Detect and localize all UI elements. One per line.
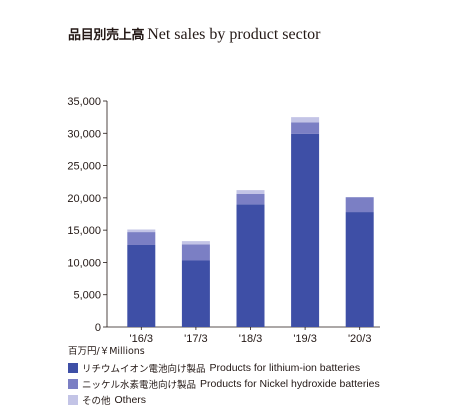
bar-segment-lithium [291, 133, 320, 327]
chart-title: 品目別売上高 Net sales by product sector [68, 24, 320, 44]
legend-item-lithium: リチウムイオン電池向け製品 Products for lithium-ion b… [68, 360, 380, 376]
legend-swatch-nickel [68, 379, 78, 389]
bar-segment-nickel [127, 232, 156, 245]
y-tick-label: 10,000 [67, 257, 101, 269]
bar-segment-lithium [181, 260, 210, 327]
x-tick-label: '18/3 [239, 333, 263, 345]
bar-segment-lithium [127, 244, 156, 327]
bar-segment-nickel [345, 197, 374, 213]
y-tick-label: 15,000 [67, 225, 101, 237]
legend-item-nickel: ニッケル水素電池向け製品 Products for Nickel hydroxi… [68, 376, 380, 392]
chart-title-en: Net sales by product sector [147, 26, 321, 43]
x-tick-label: '17/3 [184, 333, 208, 345]
bar-segment-nickel [236, 193, 265, 205]
bar-segment-nickel [291, 122, 320, 134]
y-tick-label: 0 [95, 322, 101, 334]
legend-label-jp: リチウムイオン電池向け製品 [82, 364, 206, 375]
legend-label-en: Others [114, 394, 147, 406]
legend-swatch-lithium [68, 363, 78, 373]
legend-label-jp: その他 [82, 396, 111, 407]
bar-segment-others [127, 229, 156, 233]
legend-item-others: その他 Others [68, 392, 380, 408]
legend-label-jp: ニッケル水素電池向け製品 [82, 380, 197, 391]
bar-segment-nickel [181, 244, 210, 261]
y-tick-label: 5,000 [73, 290, 101, 302]
chart-title-jp: 品目別売上高 [68, 28, 145, 43]
unit-label: 百万円/￥Millions [68, 346, 145, 357]
y-tick-label: 20,000 [67, 193, 101, 205]
x-tick-label: '20/3 [348, 333, 372, 345]
bar-segment-others [181, 241, 210, 245]
legend: リチウムイオン電池向け製品 Products for lithium-ion b… [68, 360, 380, 408]
bar-segment-lithium [345, 212, 374, 327]
bar-segment-lithium [236, 204, 265, 327]
y-tick-label: 35,000 [67, 96, 101, 108]
bar-chart: 0 5,000 10,000 15,000 20,000 25,000 30,000 35,0… [67, 96, 380, 345]
legend-swatch-others [68, 395, 78, 405]
x-tick-label: '19/3 [293, 333, 317, 345]
legend-label-en: Products for lithium-ion batteries [209, 362, 361, 374]
legend-label-en: Products for Nickel hydroxide batteries [200, 378, 380, 390]
bar-segment-others [291, 117, 320, 123]
y-tick-label: 30,000 [67, 128, 101, 140]
bar-segment-others [236, 190, 265, 194]
y-tick-label: 25,000 [67, 161, 101, 173]
x-tick-label: '16/3 [130, 333, 154, 345]
